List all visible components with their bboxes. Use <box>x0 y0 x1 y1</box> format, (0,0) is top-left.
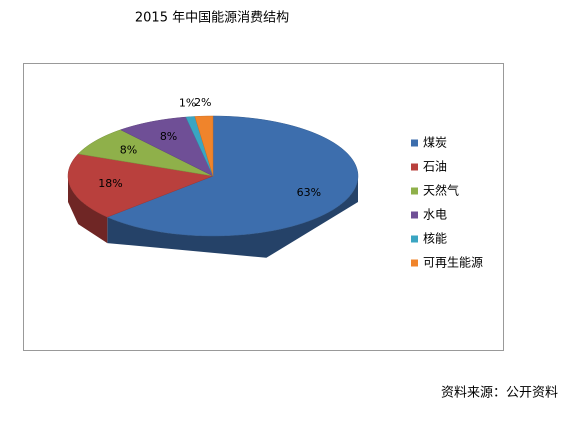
legend-swatch <box>411 211 418 219</box>
legend-label: 煤炭 <box>423 136 447 150</box>
data-label: 1% <box>179 97 196 110</box>
legend-label: 核能 <box>423 232 447 246</box>
slice <box>67 153 214 218</box>
data-label: 8% <box>120 144 137 157</box>
legend-label: 天然气 <box>423 183 459 198</box>
slice <box>106 115 359 237</box>
data-label: 18% <box>98 177 122 190</box>
legend-swatch <box>411 163 418 171</box>
source-note: 资料来源：公开资料 <box>441 386 558 401</box>
legend-swatch <box>411 139 418 147</box>
slice-side <box>107 176 358 258</box>
legend-swatch <box>411 187 418 195</box>
legend-swatch <box>411 259 418 267</box>
legend-swatch <box>411 235 418 243</box>
data-label: 8% <box>160 130 177 143</box>
legend-label: 可再生能源 <box>423 256 483 270</box>
legend-label: 石油 <box>423 160 447 174</box>
slice <box>119 116 214 177</box>
data-label: 2% <box>194 96 211 109</box>
chart-title: 2015 年中国能源消费结构 <box>135 11 289 26</box>
slice <box>194 115 214 177</box>
slice-side <box>68 176 108 244</box>
data-label: 63% <box>297 186 321 199</box>
legend-label: 水电 <box>423 208 447 222</box>
slice <box>77 129 214 177</box>
